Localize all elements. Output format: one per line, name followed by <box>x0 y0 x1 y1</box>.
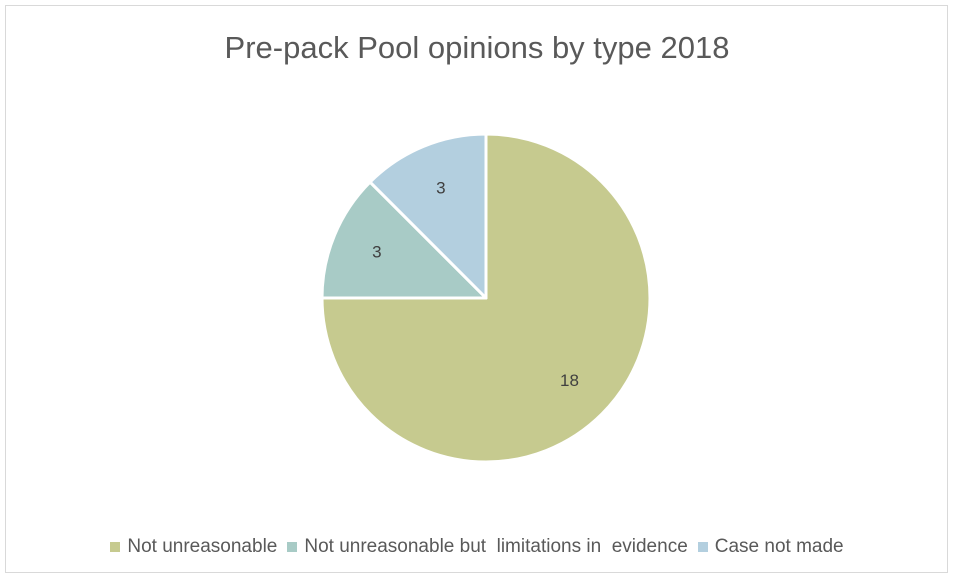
legend-label-1: Not unreasonable <box>127 536 278 557</box>
legend-item-2: Not unreasonable but limitations in evid… <box>287 536 688 558</box>
legend-item-1: Not unreasonable <box>110 536 277 558</box>
legend-swatch-3 <box>697 542 708 552</box>
data-label-2: 3 <box>372 242 381 261</box>
pie-slice-2 <box>320 180 488 300</box>
pie-slice-3 <box>368 132 488 300</box>
legend-item-3: Case not made <box>697 536 844 558</box>
legend-label-3: Case not made <box>714 536 844 557</box>
legend: Not unreasonable Not unreasonable but lim… <box>0 536 954 558</box>
legend-swatch-1 <box>110 542 121 552</box>
data-label-1: 18 <box>560 371 579 390</box>
chart-title: Pre-pack Pool opinions by type 2018 <box>224 30 730 65</box>
data-label-3: 3 <box>436 178 445 197</box>
legend-label-2: Not unreasonable but limitations in evid… <box>304 536 688 557</box>
legend-swatch-2 <box>287 542 298 552</box>
pie-slice-1 <box>320 132 652 464</box>
